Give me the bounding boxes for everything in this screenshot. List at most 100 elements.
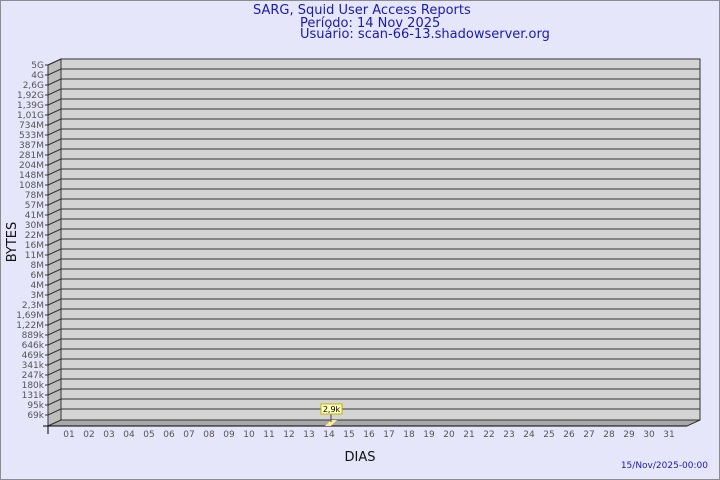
bar-data-label: 2,9k xyxy=(323,405,341,414)
y-tick-label: 108M xyxy=(19,181,44,191)
x-tick-label: 29 xyxy=(623,430,635,440)
y-tick-depth xyxy=(47,288,62,296)
y-tick-depth xyxy=(47,118,62,126)
y-tick-depth xyxy=(47,408,62,416)
x-tick-label: 16 xyxy=(363,430,375,440)
x-tick-label: 04 xyxy=(123,430,135,440)
y-tick-depth xyxy=(47,328,62,336)
y-tick-label: 30M xyxy=(25,221,44,231)
y-tick-depth xyxy=(47,208,62,216)
y-tick-depth xyxy=(47,338,62,346)
y-tick-depth xyxy=(47,238,62,246)
plot-floor xyxy=(47,419,701,427)
x-tick-label: 20 xyxy=(443,430,455,440)
bar-day-14 xyxy=(325,420,337,426)
chart-title: SARG, Squid User Access Reports xyxy=(253,3,471,18)
x-tick-label: 19 xyxy=(423,430,435,440)
y-tick-depth xyxy=(47,388,62,396)
y-tick-depth xyxy=(47,128,62,136)
y-tick-label: 533M xyxy=(19,131,44,141)
y-tick-depth xyxy=(47,258,62,266)
y-tick-depth xyxy=(47,318,62,326)
x-tick-label: 23 xyxy=(503,430,514,440)
footer-timestamp: 15/Nov/2025-00:00 xyxy=(620,461,708,471)
y-tick-label: 469k xyxy=(22,351,45,361)
y-tick-depth xyxy=(47,358,62,366)
chart-period: Período: 14 Nov 2025 xyxy=(300,16,441,31)
y-tick-label: 8M xyxy=(31,261,45,271)
y-tick-depth xyxy=(47,158,62,166)
x-tick-label: 21 xyxy=(463,430,474,440)
x-tick-label: 28 xyxy=(603,430,615,440)
y-tick-depth xyxy=(47,188,62,196)
y-tick-label: 3M xyxy=(31,291,45,301)
y-tick-label: 1,22M xyxy=(16,321,44,331)
y-tick-depth xyxy=(47,348,62,356)
y-tick-depth xyxy=(47,378,62,386)
y-tick-label: 131k xyxy=(22,391,45,401)
y-tick-label: 95k xyxy=(27,401,44,411)
y-tick-label: 1,01G xyxy=(17,111,44,121)
y-tick-label: 4M xyxy=(31,281,45,291)
x-tick-label: 25 xyxy=(543,430,554,440)
x-tick-label: 12 xyxy=(283,430,294,440)
y-tick-label: 1,39G xyxy=(17,101,44,111)
y-tick-depth xyxy=(47,178,62,186)
y-tick-label: 1,69M xyxy=(16,311,44,321)
y-tick-depth xyxy=(47,198,62,206)
y-tick-depth xyxy=(47,108,62,116)
y-tick-depth xyxy=(47,88,62,96)
y-tick-label: 734M xyxy=(19,121,44,131)
x-tick-label: 26 xyxy=(563,430,575,440)
y-tick-label: 646k xyxy=(22,341,45,351)
x-tick-label: 05 xyxy=(143,430,154,440)
y-tick-depth xyxy=(47,298,62,306)
y-tick-depth xyxy=(47,138,62,146)
y-tick-label: 341k xyxy=(22,361,45,371)
x-tick-label: 07 xyxy=(183,430,194,440)
y-tick-depth xyxy=(47,398,62,406)
x-tick-label: 18 xyxy=(403,430,415,440)
y-tick-depth xyxy=(47,368,62,376)
x-tick-label: 24 xyxy=(523,430,535,440)
y-tick-label: 247k xyxy=(22,371,45,381)
y-tick-label: 22M xyxy=(25,231,44,241)
x-tick-label: 09 xyxy=(223,430,235,440)
y-tick-depth xyxy=(47,68,62,76)
x-tick-label: 15 xyxy=(343,430,354,440)
y-tick-depth xyxy=(47,98,62,106)
x-tick-label: 13 xyxy=(303,430,314,440)
y-tick-label: 148M xyxy=(19,171,44,181)
y-tick-label: 5G xyxy=(31,61,44,71)
y-tick-depth xyxy=(47,78,62,86)
y-tick-label: 16M xyxy=(25,241,44,251)
y-tick-label: 57M xyxy=(25,201,44,211)
x-tick-label: 08 xyxy=(203,430,215,440)
x-tick-label: 31 xyxy=(663,430,674,440)
x-tick-label: 30 xyxy=(643,430,655,440)
x-tick-label: 14 xyxy=(323,430,335,440)
y-tick-label: 2,3M xyxy=(22,301,44,311)
y-tick-depth xyxy=(47,278,62,286)
y-tick-label: 6M xyxy=(31,271,45,281)
x-tick-label: 03 xyxy=(103,430,114,440)
y-tick-depth xyxy=(47,218,62,226)
x-tick-label: 02 xyxy=(83,430,94,440)
x-tick-label: 27 xyxy=(583,430,594,440)
y-tick-label: 889k xyxy=(22,331,45,341)
y-tick-label: 204M xyxy=(19,161,44,171)
y-tick-label: 180k xyxy=(22,381,45,391)
y-tick-label: 281M xyxy=(19,151,44,161)
y-tick-depth xyxy=(47,308,62,316)
y-tick-label: 11M xyxy=(25,251,44,261)
y-tick-depth xyxy=(47,58,62,66)
x-tick-label: 22 xyxy=(483,430,494,440)
y-tick-depth xyxy=(47,228,62,236)
y-tick-label: 1,92G xyxy=(17,91,44,101)
x-tick-label: 06 xyxy=(163,430,175,440)
y-tick-label: 4G xyxy=(31,71,44,81)
y-tick-depth xyxy=(47,148,62,156)
bar-label-box xyxy=(320,403,343,415)
y-tick-label: 41M xyxy=(25,211,44,221)
y-tick-depth xyxy=(47,268,62,276)
